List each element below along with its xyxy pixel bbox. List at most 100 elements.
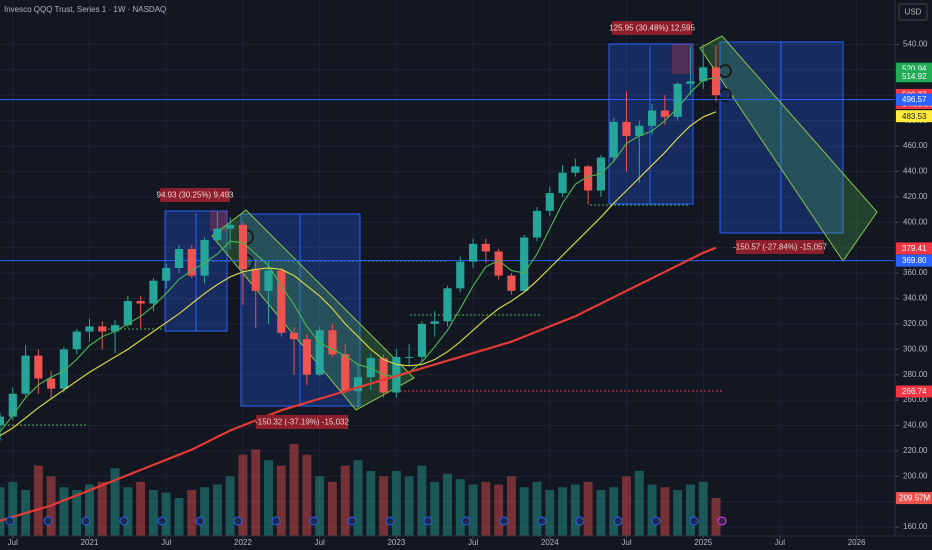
volume-bar (494, 484, 504, 536)
price-badge-label: 514.92 (902, 72, 927, 81)
price-badge (896, 110, 932, 123)
x-tick-label: 2025 (694, 538, 712, 547)
candle-body (264, 270, 273, 291)
y-tick-label: 360.00 (903, 268, 928, 277)
price-badge-label: 520.94 (902, 64, 927, 73)
event-icon (233, 516, 243, 526)
volume-bar (455, 479, 465, 536)
event-icon (81, 516, 91, 526)
volume-bar (481, 481, 491, 536)
volume-bar (187, 489, 197, 536)
price-badge-label: 496.57 (902, 95, 927, 104)
volume-bar (634, 471, 644, 536)
candle-body (507, 275, 516, 291)
event-icon (195, 516, 205, 526)
volume-bar (430, 481, 440, 536)
event-icon (717, 516, 727, 526)
measure-box (672, 44, 693, 74)
event-icon (461, 516, 471, 526)
candle-body (213, 228, 222, 241)
candle-body (635, 125, 644, 136)
price-badge (896, 254, 932, 267)
moving-average (0, 246, 717, 522)
x-tick-label: 2021 (81, 538, 99, 547)
candle-body (379, 358, 388, 393)
volume-bar (33, 465, 43, 536)
candle-body (494, 251, 503, 276)
candle-body (251, 269, 260, 291)
candle-body (72, 331, 81, 350)
annotation-badge (160, 188, 230, 202)
price-badge-label: 369.80 (902, 256, 927, 265)
volume-bar (468, 484, 478, 536)
x-tick-label: 2024 (541, 538, 559, 547)
volume-bar (315, 476, 325, 536)
volume-bar (545, 489, 555, 536)
volume-bar (8, 481, 18, 536)
volume-bar (161, 492, 171, 536)
volume-bar (596, 489, 606, 536)
x-tick-label: Jul (161, 538, 171, 547)
y-tick-label: 200.00 (903, 471, 928, 480)
price-badge-label: 379.41 (902, 244, 927, 253)
volume-bar (136, 481, 146, 536)
volume-bar (276, 465, 286, 536)
x-tick-label: 2022 (234, 538, 252, 547)
candle-body (8, 393, 17, 417)
candle-body (315, 330, 324, 375)
candle-body (686, 81, 695, 84)
candle-body (609, 121, 618, 158)
currency[interactable]: USD (905, 8, 922, 17)
y-tick-label: 440.00 (903, 167, 928, 176)
volume-bar (711, 498, 721, 536)
candle-body (660, 110, 669, 117)
annotation: -150.57 (-27.84%) -15,057 (733, 243, 827, 252)
price-badge (896, 93, 932, 106)
y-tick-label: 300.00 (903, 344, 928, 353)
volume-bar (647, 484, 657, 536)
candle-body (0, 416, 5, 426)
volume-bar (0, 487, 5, 536)
x-tick-label: 2023 (387, 538, 405, 547)
x-tick-label: Jul (468, 538, 478, 547)
candle-body (430, 321, 439, 324)
candle-body (174, 248, 184, 268)
volume-bar (685, 484, 695, 536)
event-icon (43, 516, 53, 526)
volume-bar (327, 481, 337, 536)
volume-bar (148, 489, 158, 536)
price-pane (0, 44, 721, 522)
event-icon (119, 516, 129, 526)
event-icon (423, 516, 433, 526)
candle-body (123, 301, 132, 326)
volume-bar (302, 454, 312, 536)
volume-bar (123, 487, 133, 536)
event-icon (499, 516, 509, 526)
event-icon (689, 516, 699, 526)
candle-body (21, 355, 30, 394)
event-icon (157, 516, 167, 526)
volume-bar (583, 481, 593, 536)
candle-body (673, 83, 682, 117)
annotation: 125.95 (30.48%) 12,595 (609, 24, 695, 33)
volume-bar (391, 471, 401, 536)
volume-bar (289, 443, 299, 536)
annotation: 94.93 (30.25%) 9,493 (157, 191, 234, 200)
volume-bar (519, 487, 529, 536)
currency-box[interactable] (898, 3, 928, 21)
volume-bar (212, 484, 222, 536)
candle-body (647, 110, 657, 126)
volume-bar (532, 481, 542, 536)
volume-bar (59, 487, 69, 536)
volume-bar (366, 471, 376, 536)
candle-body (417, 323, 427, 357)
volume-bar (200, 487, 210, 536)
volume-bar (72, 489, 82, 536)
y-tick-label: 160.00 (903, 522, 928, 531)
candle-body (226, 224, 235, 229)
y-tick-label: 240.00 (903, 421, 928, 430)
volume-bar (379, 476, 389, 536)
candle-body (149, 280, 158, 304)
